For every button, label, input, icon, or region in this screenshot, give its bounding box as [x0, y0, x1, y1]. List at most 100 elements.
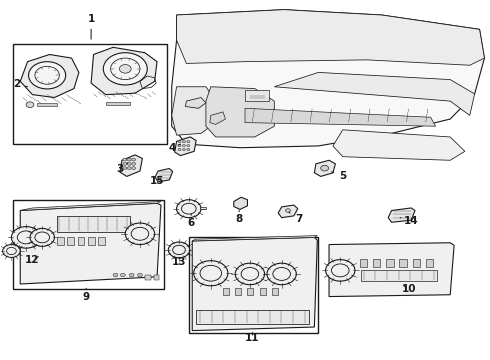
- Polygon shape: [333, 130, 465, 160]
- Bar: [373, 259, 380, 267]
- Circle shape: [103, 53, 147, 85]
- Circle shape: [178, 140, 181, 143]
- Bar: [386, 259, 393, 267]
- Polygon shape: [20, 203, 161, 284]
- Circle shape: [326, 260, 355, 281]
- Text: 7: 7: [289, 212, 302, 224]
- Circle shape: [132, 167, 136, 170]
- Bar: [67, 237, 74, 245]
- Bar: [57, 237, 64, 245]
- Circle shape: [123, 162, 127, 165]
- Circle shape: [187, 144, 190, 147]
- Circle shape: [26, 102, 34, 108]
- Bar: [154, 275, 159, 280]
- Text: 3: 3: [117, 163, 128, 174]
- Circle shape: [30, 228, 54, 246]
- Circle shape: [121, 273, 125, 277]
- Circle shape: [178, 144, 181, 147]
- Bar: [245, 90, 270, 101]
- Circle shape: [235, 263, 265, 285]
- Circle shape: [125, 223, 155, 244]
- Circle shape: [113, 273, 118, 277]
- Circle shape: [321, 165, 329, 171]
- Polygon shape: [174, 137, 196, 156]
- Text: 12: 12: [25, 255, 40, 265]
- Circle shape: [194, 261, 228, 286]
- Bar: [247, 288, 253, 296]
- Circle shape: [182, 148, 185, 150]
- Bar: [88, 237, 95, 245]
- Bar: [200, 207, 206, 210]
- Polygon shape: [192, 235, 318, 241]
- Circle shape: [286, 209, 291, 212]
- Text: 6: 6: [188, 214, 195, 228]
- Text: 10: 10: [401, 284, 416, 294]
- Circle shape: [123, 158, 127, 161]
- Bar: [399, 259, 407, 267]
- Circle shape: [187, 148, 190, 150]
- Polygon shape: [176, 10, 485, 65]
- Polygon shape: [274, 72, 475, 116]
- Polygon shape: [20, 202, 161, 211]
- Circle shape: [129, 273, 134, 277]
- Circle shape: [267, 263, 296, 285]
- Circle shape: [138, 273, 143, 277]
- Polygon shape: [20, 54, 79, 98]
- Polygon shape: [172, 10, 485, 148]
- Text: 8: 8: [236, 211, 243, 224]
- Bar: [223, 288, 229, 296]
- Text: 4: 4: [168, 143, 180, 153]
- Bar: [426, 259, 433, 267]
- Bar: [260, 288, 266, 296]
- Circle shape: [187, 140, 190, 143]
- Circle shape: [120, 64, 131, 73]
- Polygon shape: [388, 208, 415, 222]
- Circle shape: [127, 167, 131, 170]
- Text: 5: 5: [332, 171, 346, 181]
- Text: 2: 2: [13, 79, 27, 89]
- Bar: [106, 102, 130, 105]
- Polygon shape: [329, 243, 454, 297]
- Text: 14: 14: [400, 216, 418, 226]
- Bar: [77, 237, 84, 245]
- Polygon shape: [185, 98, 206, 108]
- Bar: [272, 288, 278, 296]
- Circle shape: [127, 162, 131, 165]
- Polygon shape: [120, 155, 143, 176]
- Circle shape: [2, 244, 20, 257]
- Polygon shape: [172, 87, 216, 135]
- Polygon shape: [206, 87, 274, 137]
- Polygon shape: [155, 168, 172, 182]
- Bar: [57, 216, 130, 232]
- Circle shape: [176, 200, 201, 218]
- Text: 1: 1: [87, 14, 95, 39]
- Circle shape: [132, 158, 136, 161]
- Circle shape: [182, 144, 185, 147]
- Polygon shape: [315, 160, 335, 176]
- Bar: [235, 288, 241, 296]
- Circle shape: [123, 167, 127, 170]
- Circle shape: [11, 226, 41, 248]
- Bar: [360, 259, 367, 267]
- Bar: [361, 270, 437, 281]
- Text: 11: 11: [245, 332, 260, 343]
- Circle shape: [168, 242, 190, 258]
- Polygon shape: [278, 205, 298, 218]
- Bar: [13, 200, 164, 289]
- Bar: [413, 259, 420, 267]
- Polygon shape: [245, 108, 436, 126]
- Polygon shape: [210, 112, 225, 125]
- Bar: [196, 310, 309, 324]
- Circle shape: [127, 158, 131, 161]
- Text: 15: 15: [150, 176, 164, 186]
- Polygon shape: [91, 47, 157, 95]
- Circle shape: [28, 62, 66, 89]
- Bar: [189, 237, 318, 333]
- Bar: [13, 44, 167, 144]
- Circle shape: [178, 148, 181, 150]
- Text: 9: 9: [83, 288, 90, 302]
- Circle shape: [182, 140, 185, 143]
- Bar: [98, 237, 105, 245]
- Polygon shape: [234, 197, 247, 210]
- Text: 13: 13: [172, 257, 186, 267]
